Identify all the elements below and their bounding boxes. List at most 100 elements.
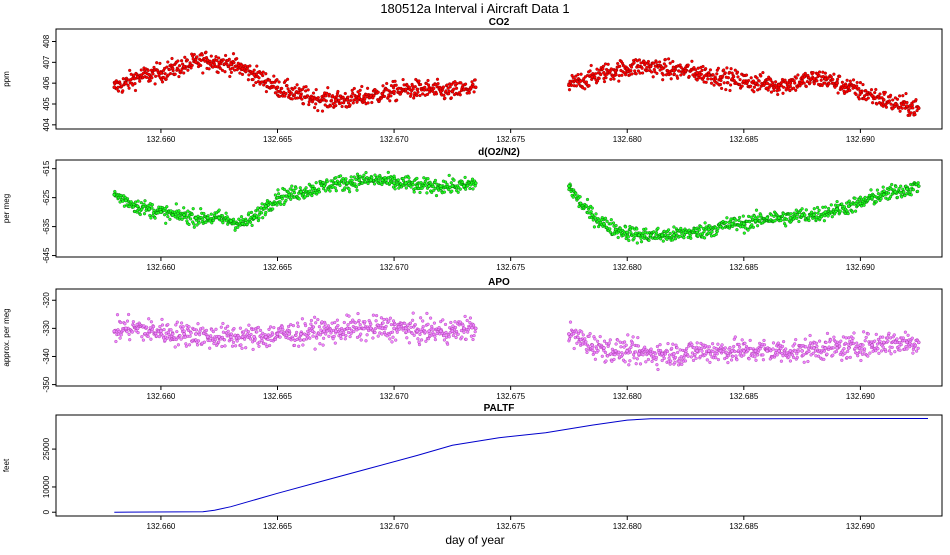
scatter-point-jitter (860, 352, 865, 356)
scatter-point-jitter (146, 68, 150, 73)
scatter-point-jitter (352, 330, 356, 334)
scatter-point-jitter (684, 347, 689, 351)
scatter-point-jitter (281, 327, 285, 332)
scatter-point-jitter (309, 322, 313, 326)
scatter-point-jitter (300, 317, 304, 321)
data-point (870, 93, 874, 98)
scatter-point-jitter (433, 338, 437, 342)
data-point (275, 85, 280, 90)
scatter-point-jitter (234, 344, 238, 348)
scatter-point-jitter (412, 96, 416, 100)
data-point (881, 97, 886, 102)
scatter-point-jitter (366, 181, 370, 186)
scatter-point-jitter (666, 228, 671, 232)
scatter-point-jitter (229, 70, 233, 74)
scatter-point-jitter (426, 322, 430, 326)
scatter-point-jitter (344, 334, 348, 338)
scatter-point-jitter (779, 219, 783, 223)
data-point (811, 346, 816, 350)
scatter-point-jitter (590, 206, 594, 210)
scatter-point-jitter (257, 76, 261, 80)
scatter-point-jitter (862, 94, 867, 98)
data-point (800, 349, 804, 353)
panel-title: PALTF (484, 403, 515, 414)
scatter-point-jitter (788, 359, 792, 363)
scatter-point-jitter (724, 220, 728, 224)
scatter-point-jitter (595, 67, 599, 71)
scatter-point-jitter (593, 357, 597, 361)
scatter-point-jitter (310, 194, 314, 198)
scatter-point-jitter (700, 349, 704, 353)
scatter-point-jitter (323, 103, 327, 107)
data-point (905, 187, 909, 191)
scatter-point-jitter (194, 328, 198, 332)
y-axis-title: approx. per meg (2, 308, 11, 366)
data-point (159, 70, 163, 75)
scatter-point-jitter (632, 236, 636, 240)
x-tick-label: 132.665 (263, 263, 292, 272)
scatter-point-jitter (574, 74, 578, 78)
scatter-point-jitter (178, 216, 182, 220)
scatter-point-jitter (915, 189, 920, 193)
scatter-point-jitter (397, 327, 401, 331)
scatter-point-jitter (269, 325, 273, 329)
scatter-point-jitter (626, 333, 630, 337)
scatter-point-jitter (242, 330, 246, 334)
scatter-point-jitter (395, 330, 399, 334)
data-point (194, 60, 198, 65)
scatter-point-jitter (788, 84, 792, 88)
scatter-point-jitter (733, 68, 737, 72)
scatter-point-jitter (357, 318, 361, 323)
scatter-point-jitter (431, 327, 435, 331)
scatter-point-jitter (326, 86, 330, 90)
scatter-cloud (112, 170, 920, 245)
scatter-point-jitter (836, 91, 840, 95)
data-point (263, 204, 268, 209)
data-point (298, 93, 303, 98)
scatter-point-jitter (881, 185, 885, 189)
scatter-point-jitter (755, 76, 759, 80)
y-axis-title: ppm (2, 71, 11, 87)
scatter-point-jitter (829, 203, 833, 207)
scatter-point-jitter (211, 65, 215, 69)
scatter-point-jitter (317, 187, 321, 191)
scatter-point-jitter (313, 105, 317, 110)
x-tick-label: 132.685 (729, 392, 758, 401)
scatter-point-jitter (453, 320, 457, 324)
scatter-point-jitter (789, 212, 793, 216)
scatter-point-jitter (692, 66, 696, 70)
scatter-point-jitter (588, 69, 592, 73)
scatter-point-jitter (443, 322, 448, 326)
scatter-point-jitter (456, 190, 460, 194)
scatter-point-jitter (166, 323, 170, 327)
scatter-point-jitter (116, 85, 120, 89)
x-tick-label: 132.690 (846, 392, 875, 401)
scatter-point-jitter (814, 354, 818, 358)
scatter-point-jitter (164, 221, 168, 225)
scatter-point-jitter (228, 74, 232, 79)
scatter-point-jitter (230, 66, 235, 70)
scatter-point-jitter (916, 181, 920, 185)
scatter-point-jitter (647, 238, 651, 242)
scatter-point-jitter (333, 186, 337, 190)
scatter-point-jitter (251, 347, 255, 351)
scatter-point-jitter (751, 79, 755, 83)
scatter-point-jitter (231, 217, 236, 221)
scatter-point-jitter (276, 188, 280, 192)
scatter-point-jitter (313, 315, 317, 319)
scatter-point-jitter (366, 101, 370, 105)
scatter-point-jitter (204, 328, 209, 332)
scatter-point-jitter (618, 64, 622, 68)
scatter-point-jitter (113, 189, 117, 194)
scatter-point-jitter (220, 344, 224, 349)
data-point (765, 81, 769, 86)
scatter-point-jitter (173, 72, 177, 76)
scatter-point-jitter (916, 346, 920, 350)
scatter-point-jitter (628, 224, 632, 229)
scatter-point-jitter (843, 351, 847, 355)
scatter-point-jitter (342, 330, 346, 335)
data-point (916, 106, 921, 111)
scatter-point-jitter (389, 83, 393, 88)
scatter-point-jitter (170, 56, 174, 61)
plot-frame (55, 159, 943, 258)
